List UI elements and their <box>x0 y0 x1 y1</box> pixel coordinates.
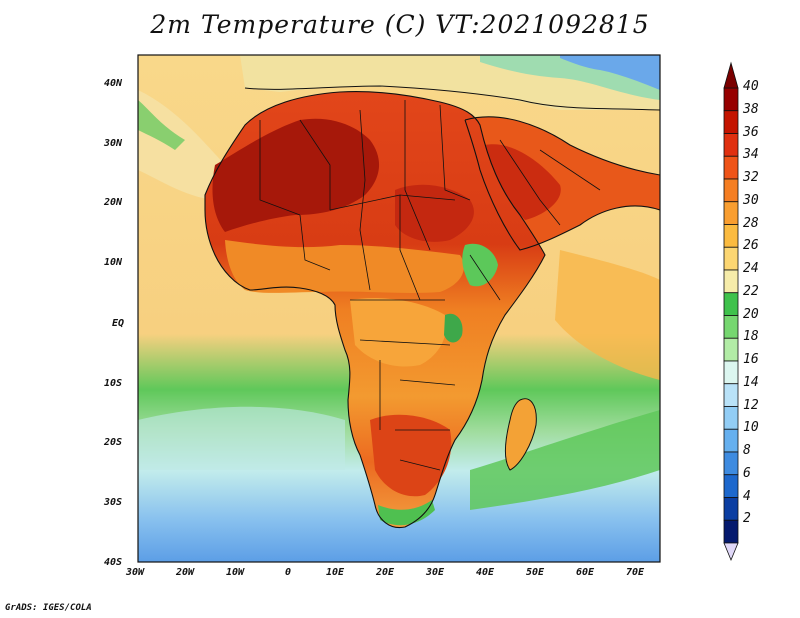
lon-label: 10E <box>326 567 345 578</box>
lon-label: 10W <box>226 567 245 578</box>
lat-label: 10N <box>104 257 123 268</box>
colorbar <box>723 87 739 544</box>
madagascar <box>505 398 537 471</box>
lat-label: 40S <box>104 557 123 568</box>
lon-label: 70E <box>626 567 645 578</box>
south-atlantic-cool <box>138 406 345 470</box>
colorbar-swatch <box>723 269 739 294</box>
colorbar-label: 40 <box>743 79 759 94</box>
colorbar-swatch <box>723 474 739 498</box>
colorbar-label: 8 <box>743 443 751 458</box>
colorbar-swatch <box>723 519 739 544</box>
colorbar-swatch <box>723 178 739 203</box>
plot-frame <box>137 54 661 563</box>
colorbar-swatch <box>723 497 739 521</box>
colorbar-label: 32 <box>743 170 759 185</box>
east-africa-lakes <box>444 313 463 343</box>
map-title: 2m Temperature (C) VT:2021092815 <box>150 10 650 39</box>
lon-label: 40E <box>476 567 495 578</box>
europe-cold <box>560 55 660 90</box>
colorbar-label: 30 <box>743 192 759 208</box>
country-borders <box>259 100 601 471</box>
colorbar-swatch <box>723 201 739 225</box>
colorbar-label: 16 <box>743 352 759 367</box>
colorbar-label: 36 <box>743 124 759 140</box>
colorbar-swatch <box>723 224 739 248</box>
arabia-coastline <box>464 116 660 251</box>
indian-ocean-green <box>470 410 660 510</box>
colorbar-label: 18 <box>743 329 759 345</box>
colorbar-label: 20 <box>743 306 759 322</box>
lat-label: 40N <box>104 78 123 89</box>
colorbar-label: 6 <box>743 465 751 481</box>
lon-label: 0 <box>285 567 292 578</box>
lat-label: EQ <box>112 318 125 329</box>
lat-label: 10S <box>104 378 123 389</box>
colorbar-swatch <box>723 337 739 362</box>
colorbar-swatch <box>723 406 739 430</box>
colorbar-swatch <box>723 155 739 180</box>
colorbar-swatch <box>723 451 739 476</box>
colorbar-swatch <box>723 360 739 385</box>
lon-label: 30E <box>426 567 445 578</box>
colorbar-swatch <box>723 133 739 157</box>
colorbar-swatch <box>723 246 739 271</box>
colorbar-under-triangle <box>723 542 739 562</box>
lat-label: 30N <box>104 138 123 149</box>
africa-coastline <box>204 91 546 529</box>
lat-label: 20N <box>104 197 123 208</box>
sahara-hot-east <box>395 184 474 242</box>
colorbar-label: 34 <box>743 147 759 163</box>
colorbar-label: 12 <box>743 397 759 413</box>
lon-label: 50E <box>526 567 545 578</box>
map-area <box>138 55 660 562</box>
lat-label: 30S <box>104 497 123 508</box>
grads-credit: GrADS: IGES/COLA <box>5 603 92 613</box>
lon-label: 30W <box>126 567 145 578</box>
atlantic-green-band <box>138 90 230 200</box>
sahel-band <box>225 240 464 293</box>
colorbar-swatch <box>723 428 739 453</box>
colorbar-swatch <box>723 87 739 112</box>
lon-label: 20W <box>176 567 195 578</box>
colorbar-label: 22 <box>743 283 759 299</box>
colorbar-label: 38 <box>743 101 759 117</box>
colorbar-label: 2 <box>743 511 751 527</box>
colorbar-label: 24 <box>743 261 759 276</box>
atlantic-green-north <box>138 100 185 150</box>
colorbar-label: 26 <box>743 238 759 254</box>
colorbar-over-triangle <box>723 61 739 89</box>
east-africa-highlands <box>462 243 498 287</box>
lat-label: 20S <box>104 437 123 448</box>
colorbar-label: 10 <box>743 420 759 436</box>
colorbar-label: 14 <box>743 374 759 390</box>
colorbar-swatch <box>723 315 739 339</box>
indian-ocean-warm <box>555 250 660 380</box>
south-edge-green <box>378 500 435 526</box>
colorbar-swatch <box>723 110 739 134</box>
congo-warm <box>350 298 447 367</box>
colorbar-label: 28 <box>743 215 759 231</box>
lon-label: 20E <box>376 567 395 578</box>
europe-coastline <box>244 85 660 111</box>
sahara-core <box>212 118 380 232</box>
arabia-hot <box>485 144 561 220</box>
colorbar-swatch <box>723 383 739 407</box>
south-africa-hot <box>370 414 452 497</box>
lon-label: 60E <box>576 567 595 578</box>
colorbar-label: 4 <box>743 488 751 504</box>
colorbar-swatch <box>723 292 739 316</box>
